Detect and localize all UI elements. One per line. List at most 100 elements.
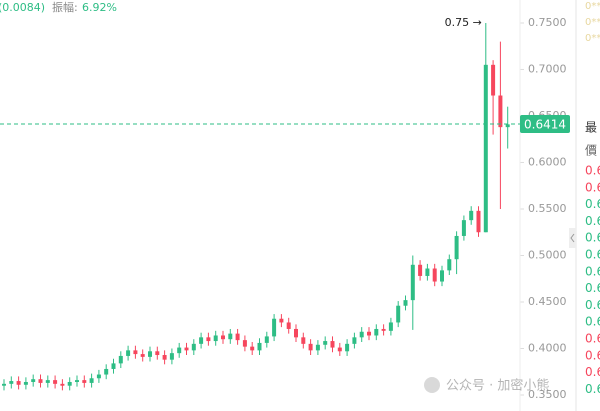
candle-body: [228, 333, 233, 340]
max-annotation: 0.75 →: [445, 16, 482, 29]
candle-body: [337, 347, 342, 352]
candle-body: [206, 337, 211, 342]
candle-body: [31, 379, 36, 382]
side-top-item: 0**: [585, 17, 600, 28]
candle-body: [162, 355, 167, 360]
candle-body: [89, 378, 94, 383]
candle-body: [461, 220, 466, 236]
side-row: 0.6: [585, 315, 600, 329]
candle-body: [177, 347, 182, 354]
y-tick-label: 0.4000: [528, 341, 567, 354]
candle-body: [38, 379, 43, 383]
side-top-item: 0**: [585, 1, 600, 12]
watermark: 公众号 · 加密小熊: [424, 377, 549, 394]
candle-body: [403, 300, 408, 306]
panel-toggle-arrow: [570, 233, 575, 243]
candle-body: [184, 347, 189, 351]
last-price-box: [520, 114, 570, 133]
side-row: 0.6: [585, 298, 600, 312]
side-row: 0.6: [585, 197, 600, 211]
side-row: 0.6: [585, 180, 600, 194]
side-header: 最: [585, 121, 597, 135]
side-row: 0.6: [585, 214, 600, 228]
watermark-icon: [424, 377, 440, 393]
candle-body: [199, 337, 204, 344]
candle-body: [483, 64, 488, 233]
candle-body: [388, 322, 393, 331]
candle-body: [476, 210, 481, 233]
candle-body: [352, 337, 357, 344]
y-tick-label: 0.3500: [528, 388, 567, 401]
candle-body: [381, 328, 386, 331]
side-row: 0.6: [585, 281, 600, 295]
side-row: 0.6: [585, 264, 600, 278]
candle-body: [53, 380, 58, 384]
candle-body: [257, 342, 262, 351]
candle-body: [148, 351, 152, 357]
candle-body: [250, 346, 255, 351]
watermark-text: 公众号 · 加密小熊: [446, 378, 549, 394]
amplitude-label: 振幅:: [52, 0, 78, 14]
candle-body: [235, 333, 240, 341]
candle-body: [23, 381, 28, 385]
candle-body: [286, 322, 291, 329]
candle-body: [359, 331, 364, 338]
change-text: (0.0084): [0, 1, 45, 14]
candle-body: [140, 354, 145, 357]
side-row: 0.6: [585, 348, 600, 362]
side-header: 價: [585, 144, 597, 158]
candle-body: [301, 337, 306, 344]
side-top-item: 0**: [585, 33, 600, 44]
candle-body: [96, 374, 101, 379]
candle-body: [330, 341, 335, 348]
candle-body: [367, 331, 371, 336]
candle-body: [454, 235, 459, 260]
side-row: 0.6: [585, 248, 600, 262]
candle-body: [323, 341, 328, 345]
candle-body: [294, 328, 298, 338]
candle-body: [505, 124, 510, 128]
panel-toggle[interactable]: [569, 228, 576, 248]
candle-body: [191, 343, 196, 351]
candle-body: [60, 383, 65, 386]
y-tick-label: 0.5000: [528, 248, 567, 261]
y-tick-label: 0.7500: [528, 16, 567, 29]
candle-body: [213, 335, 218, 342]
candle-body: [221, 335, 225, 340]
candle-body: [2, 383, 6, 386]
side-row: 0.6: [585, 164, 600, 178]
candle-body: [264, 336, 269, 343]
candle-body: [155, 351, 160, 356]
side-row: 0.6: [585, 332, 600, 346]
candle-body: [118, 355, 123, 364]
candle-body: [308, 343, 313, 351]
candle-body: [432, 268, 437, 282]
candle-body: [242, 340, 247, 347]
y-tick-label: 0.5500: [528, 202, 567, 215]
candle-body: [279, 318, 284, 323]
candle-body: [9, 381, 14, 384]
candle-body: [133, 350, 138, 355]
side-row: 0.6: [585, 382, 600, 396]
candle-body: [345, 343, 350, 352]
amplitude-value: 6.92%: [82, 1, 117, 14]
candle-body: [469, 210, 474, 221]
candle-body: [111, 363, 116, 369]
candle-body: [498, 95, 503, 128]
candle-body: [491, 64, 496, 96]
candle-body: [45, 380, 50, 383]
candle-body: [425, 268, 430, 276]
candle-body: [104, 368, 109, 375]
candle-body: [67, 381, 72, 386]
candle-body: [396, 305, 401, 323]
y-tick-label: 0.6000: [528, 155, 567, 168]
candle-body: [126, 350, 131, 356]
candle-body: [169, 353, 174, 360]
candle-body: [16, 381, 21, 385]
y-tick-label: 0.4500: [528, 295, 567, 308]
candle-body: [440, 270, 444, 282]
side-row: 0.6: [585, 365, 600, 379]
candle-body: [75, 380, 79, 382]
